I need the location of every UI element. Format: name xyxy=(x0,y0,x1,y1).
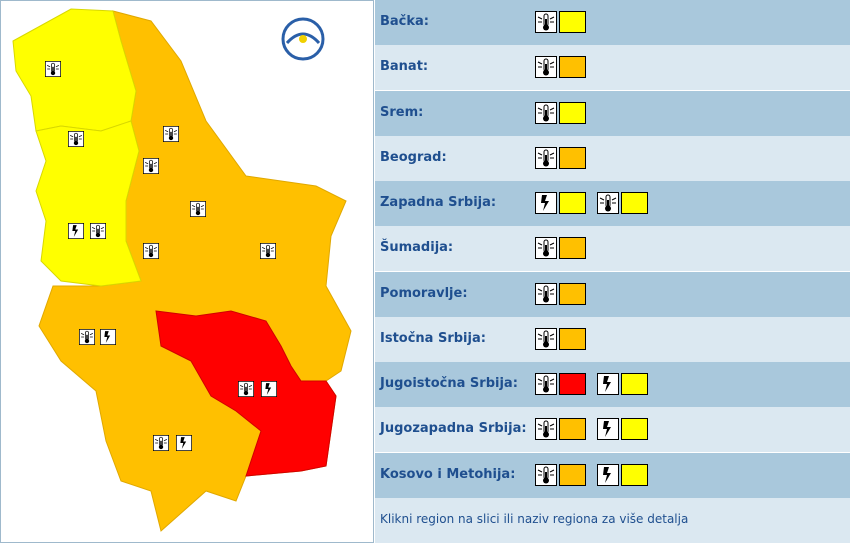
region-name[interactable]: Jugoistočna Srbija: xyxy=(380,376,518,391)
warning-level xyxy=(559,418,586,441)
region-name[interactable]: Beograd: xyxy=(380,149,447,165)
region-name[interactable]: Bačka: xyxy=(380,14,430,29)
region-name[interactable]: Zapadna Srbija: xyxy=(380,195,497,210)
warning-icon xyxy=(535,146,557,169)
region-name[interactable]: Pomoravlje: xyxy=(380,285,468,301)
warning-level xyxy=(559,463,586,486)
region-name[interactable]: Šumadija: xyxy=(380,240,454,256)
warning-heat xyxy=(535,237,586,260)
warning-level xyxy=(559,373,586,395)
region-row: Jugozapadna Srbija: xyxy=(375,407,850,453)
map-panel xyxy=(0,0,374,543)
warning-level xyxy=(559,282,586,305)
warning-icon xyxy=(535,192,557,214)
logo xyxy=(281,17,325,61)
warning-icon xyxy=(535,463,557,486)
footer-text: Klikni region na slici ili naziv regiona… xyxy=(380,512,689,526)
warning-level xyxy=(559,237,586,260)
region-row: Bačka: xyxy=(375,0,850,45)
warning-heat xyxy=(535,282,586,305)
region-row: Istočna Srbija: xyxy=(375,316,850,362)
warning-icon xyxy=(597,463,619,486)
region-row: Zapadna Srbija: xyxy=(375,181,850,226)
warning-heat xyxy=(535,56,586,79)
warning-heat xyxy=(535,463,586,486)
warning-level xyxy=(559,146,586,169)
region-row: Beograd: xyxy=(375,135,850,181)
warning-heat xyxy=(597,192,648,214)
warning-level xyxy=(621,463,648,486)
warning-level xyxy=(559,192,586,214)
warning-icon xyxy=(535,11,557,33)
warning-heat xyxy=(535,11,586,33)
warning-level xyxy=(559,327,586,350)
region-row: Banat: xyxy=(375,45,850,91)
region-name[interactable]: Jugozapadna Srbija: xyxy=(380,421,527,437)
warning-icon xyxy=(535,101,557,124)
region-list: Klikni region na slici ili naziv regiona… xyxy=(375,0,850,543)
warning-level xyxy=(559,56,586,79)
warning-storm xyxy=(597,463,648,486)
warning-icon xyxy=(535,418,557,441)
warning-heat xyxy=(535,418,586,441)
warning-heat xyxy=(535,373,586,395)
warning-heat xyxy=(535,146,586,169)
warning-storm xyxy=(535,192,586,214)
region-name[interactable]: Banat: xyxy=(380,59,429,75)
footer: Klikni region na slici ili naziv regiona… xyxy=(375,498,850,543)
warning-level xyxy=(559,11,586,33)
warning-icon xyxy=(535,56,557,79)
region-name[interactable]: Srem: xyxy=(380,104,424,120)
region-name[interactable]: Kosovo i Metohija: xyxy=(380,466,516,482)
warning-level xyxy=(621,418,648,441)
warning-storm xyxy=(597,418,648,441)
warning-heat xyxy=(535,101,586,124)
region-row: Šumadija: xyxy=(375,226,850,272)
warning-icon xyxy=(535,373,557,395)
warning-storm xyxy=(597,373,648,395)
warning-level xyxy=(559,101,586,124)
warning-icon xyxy=(597,192,619,214)
region-map xyxy=(12,8,352,532)
region-row: Srem: xyxy=(375,90,850,136)
region-name[interactable]: Istočna Srbija: xyxy=(380,330,486,346)
region-row: Kosovo i Metohija: xyxy=(375,452,850,498)
warning-heat xyxy=(535,327,586,350)
warning-icon xyxy=(535,237,557,260)
warning-icon xyxy=(597,373,619,395)
region-row: Pomoravlje: xyxy=(375,271,850,317)
warning-level xyxy=(621,373,648,395)
warning-level xyxy=(621,192,648,214)
warning-icon xyxy=(535,327,557,350)
map-region-yellow-north[interactable] xyxy=(12,8,137,132)
map-region-yellow-west[interactable] xyxy=(35,120,142,287)
warning-icon xyxy=(535,282,557,305)
warning-icon xyxy=(597,418,619,441)
region-row: Jugoistočna Srbija: xyxy=(375,362,850,407)
